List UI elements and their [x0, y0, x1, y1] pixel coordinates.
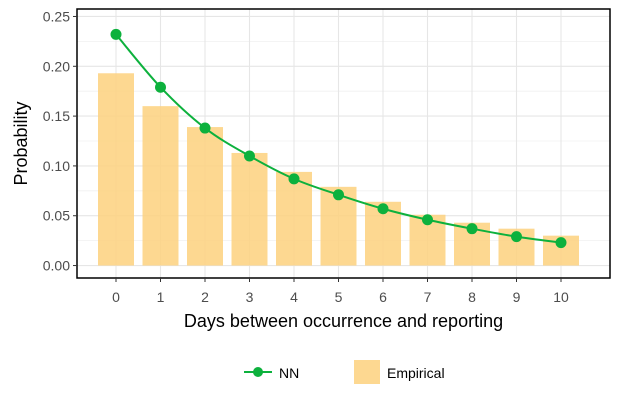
bar [98, 73, 134, 266]
nn-point [333, 189, 344, 201]
legend: NN Empirical [244, 360, 445, 384]
x-tick-label: 10 [553, 289, 569, 305]
legend-empirical-label: Empirical [387, 365, 445, 381]
plot-border [76, 8, 611, 279]
y-tick-label: 0.10 [43, 158, 70, 174]
y-tick-label: 0.05 [43, 208, 70, 224]
x-axis-title: Days between occurrence and reporting [184, 311, 503, 331]
nn-point [422, 214, 433, 226]
bar [276, 171, 312, 266]
y-tick-label: 0.15 [43, 108, 70, 124]
x-tick-label: 2 [201, 289, 209, 305]
nn-point [288, 173, 300, 185]
x-axis: 0 1 2 3 4 5 6 7 8 9 10 [112, 278, 569, 305]
legend-nn-label: NN [279, 365, 299, 381]
y-tick-label: 0.20 [43, 58, 70, 74]
nn-point [466, 223, 478, 235]
y-axis-title: Probability [11, 101, 31, 185]
legend-nn-point [253, 367, 263, 377]
nn-point [110, 28, 122, 40]
x-tick-label: 3 [246, 289, 254, 305]
x-tick-label: 4 [290, 289, 298, 305]
y-axis: 0.00 0.05 0.10 0.15 0.20 0.25 [43, 8, 77, 274]
x-tick-label: 6 [379, 289, 387, 305]
x-tick-label: 5 [335, 289, 343, 305]
x-tick-label: 7 [424, 289, 432, 305]
x-tick-label: 1 [157, 289, 165, 305]
nn-point [555, 237, 567, 249]
bar [142, 106, 179, 266]
x-tick-label: 0 [112, 289, 120, 305]
nn-point [155, 81, 166, 93]
x-tick-label: 9 [513, 289, 521, 305]
y-tick-label: 0.25 [43, 8, 70, 24]
y-tick-label: 0.00 [43, 258, 70, 274]
nn-point [377, 203, 389, 215]
nn-point [244, 150, 255, 162]
bar [187, 127, 223, 266]
x-tick-label: 8 [468, 289, 476, 305]
legend-empirical-swatch [354, 360, 380, 384]
nn-point [199, 122, 211, 134]
bars [98, 73, 579, 266]
nn-points [110, 28, 567, 249]
bar [231, 152, 268, 266]
nn-point [511, 231, 522, 243]
